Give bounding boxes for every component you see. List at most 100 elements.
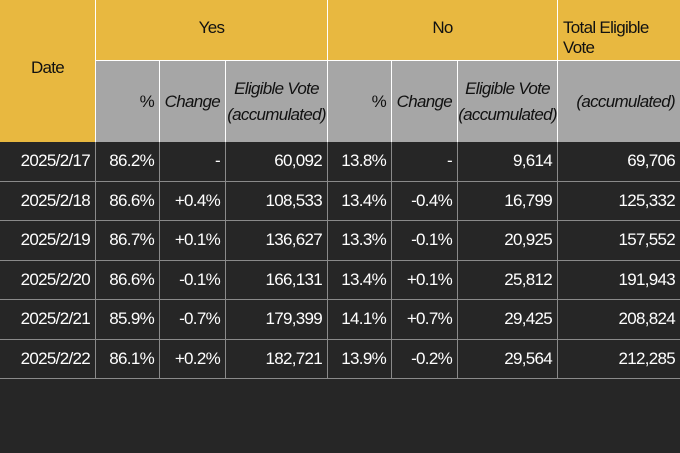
row-date: 2025/2/17 (0, 142, 96, 182)
cell-text: - (215, 151, 221, 171)
cell-text: 86.6% (109, 190, 154, 210)
row-cell: - (160, 142, 226, 182)
cell-text: 2025/2/22 (20, 348, 91, 368)
row-cell: 13.9% (328, 339, 392, 379)
cell-text: 166,131 (265, 269, 322, 289)
header-no: No (328, 0, 558, 60)
cell-text: 85.9% (109, 309, 154, 329)
row-cell: -0.1% (392, 221, 458, 261)
subheader-percent: % (328, 60, 392, 142)
row-cell: 69,706 (558, 142, 680, 182)
cell-text: 60,092 (274, 151, 322, 171)
subheader-text: Eligible Vote (465, 78, 550, 98)
cell-text: 2025/2/20 (20, 269, 91, 289)
row-cell: 86.1% (96, 339, 160, 379)
cell-text: 179,399 (265, 309, 322, 329)
header-total: Total Eligible Vote (558, 0, 680, 60)
cell-text: 108,533 (265, 190, 322, 210)
cell-text: 13.3% (341, 230, 386, 250)
cell-text: 125,332 (618, 190, 675, 210)
cell-text: +0.4% (174, 190, 221, 210)
row-cell: 108,533 (226, 181, 328, 221)
cell-text: 2025/2/18 (20, 190, 91, 210)
subheader-text: % (139, 91, 155, 111)
row-cell: 212,285 (558, 339, 680, 379)
cell-text: 69,706 (627, 151, 675, 171)
row-cell: 9,614 (458, 142, 558, 182)
cell-text: 13.4% (341, 190, 386, 210)
subheader-change: Change (392, 60, 458, 142)
row-cell: 86.6% (96, 181, 160, 221)
cell-text: +0.2% (174, 348, 221, 368)
subheader-text: (accumulated) (458, 104, 557, 124)
row-cell: 13.4% (328, 260, 392, 300)
row-cell: 29,425 (458, 300, 558, 340)
cell-text: +0.1% (406, 269, 453, 289)
cell-text: 13.8% (341, 151, 386, 171)
cell-text: +0.1% (174, 230, 221, 250)
row-cell: 182,721 (226, 339, 328, 379)
row-cell: 136,627 (226, 221, 328, 261)
row-cell: 191,943 (558, 260, 680, 300)
cell-text: -0.1% (179, 269, 221, 289)
cell-text: 136,627 (265, 230, 322, 250)
row-cell: 166,131 (226, 260, 328, 300)
row-cell: +0.4% (160, 181, 226, 221)
row-cell: +0.2% (160, 339, 226, 379)
row-cell: +0.1% (160, 221, 226, 261)
row-cell: 13.4% (328, 181, 392, 221)
row-cell: 125,332 (558, 181, 680, 221)
row-cell: 25,812 (458, 260, 558, 300)
cell-text: 212,285 (618, 348, 675, 368)
cell-text: -0.7% (179, 309, 221, 329)
row-cell: -0.4% (392, 181, 458, 221)
cell-text: 86.7% (109, 230, 154, 250)
header-text: No (432, 18, 453, 37)
row-cell: 86.6% (96, 260, 160, 300)
header-text: Yes (198, 18, 225, 37)
row-cell: +0.1% (392, 260, 458, 300)
subheader-text: Eligible Vote (234, 78, 319, 98)
row-cell: 29,564 (458, 339, 558, 379)
subheader-text: % (371, 91, 387, 111)
row-cell: 157,552 (558, 221, 680, 261)
subheader-percent: % (96, 60, 160, 142)
cell-text: +0.7% (406, 309, 453, 329)
row-cell: +0.7% (392, 300, 458, 340)
row-cell: 179,399 (226, 300, 328, 340)
cell-text: 14.1% (341, 309, 386, 329)
row-cell: - (392, 142, 458, 182)
cell-text: 191,943 (618, 269, 675, 289)
row-cell: 85.9% (96, 300, 160, 340)
header-yes: Yes (96, 0, 328, 60)
cell-text: 2025/2/17 (20, 151, 91, 171)
cell-text: -0.2% (411, 348, 453, 368)
cell-text: - (447, 151, 453, 171)
subheader-eligible: Eligible Vote (accumulated) (458, 60, 558, 142)
cell-text: 16,799 (504, 190, 552, 210)
cell-text: 2025/2/21 (20, 309, 91, 329)
row-cell: -0.2% (392, 339, 458, 379)
row-date: 2025/2/21 (0, 300, 96, 340)
cell-text: 86.1% (109, 348, 154, 368)
row-cell: 60,092 (226, 142, 328, 182)
row-cell: 86.7% (96, 221, 160, 261)
cell-text: 13.9% (341, 348, 386, 368)
subheader-text: Change (164, 91, 221, 111)
cell-text: 157,552 (618, 230, 675, 250)
cell-text: 9,614 (512, 151, 553, 171)
cell-text: 20,925 (504, 230, 552, 250)
row-date: 2025/2/22 (0, 339, 96, 379)
row-cell: 208,824 (558, 300, 680, 340)
row-cell: 14.1% (328, 300, 392, 340)
cell-text: 13.4% (341, 269, 386, 289)
cell-text: 86.6% (109, 269, 154, 289)
header-text: Total Eligible Vote (563, 18, 649, 57)
subheader-text: (accumulated) (227, 104, 326, 124)
row-cell: 20,925 (458, 221, 558, 261)
cell-text: -0.4% (411, 190, 453, 210)
row-cell: 13.3% (328, 221, 392, 261)
cell-text: 25,812 (504, 269, 552, 289)
row-cell: 16,799 (458, 181, 558, 221)
subheader-change: Change (160, 60, 226, 142)
